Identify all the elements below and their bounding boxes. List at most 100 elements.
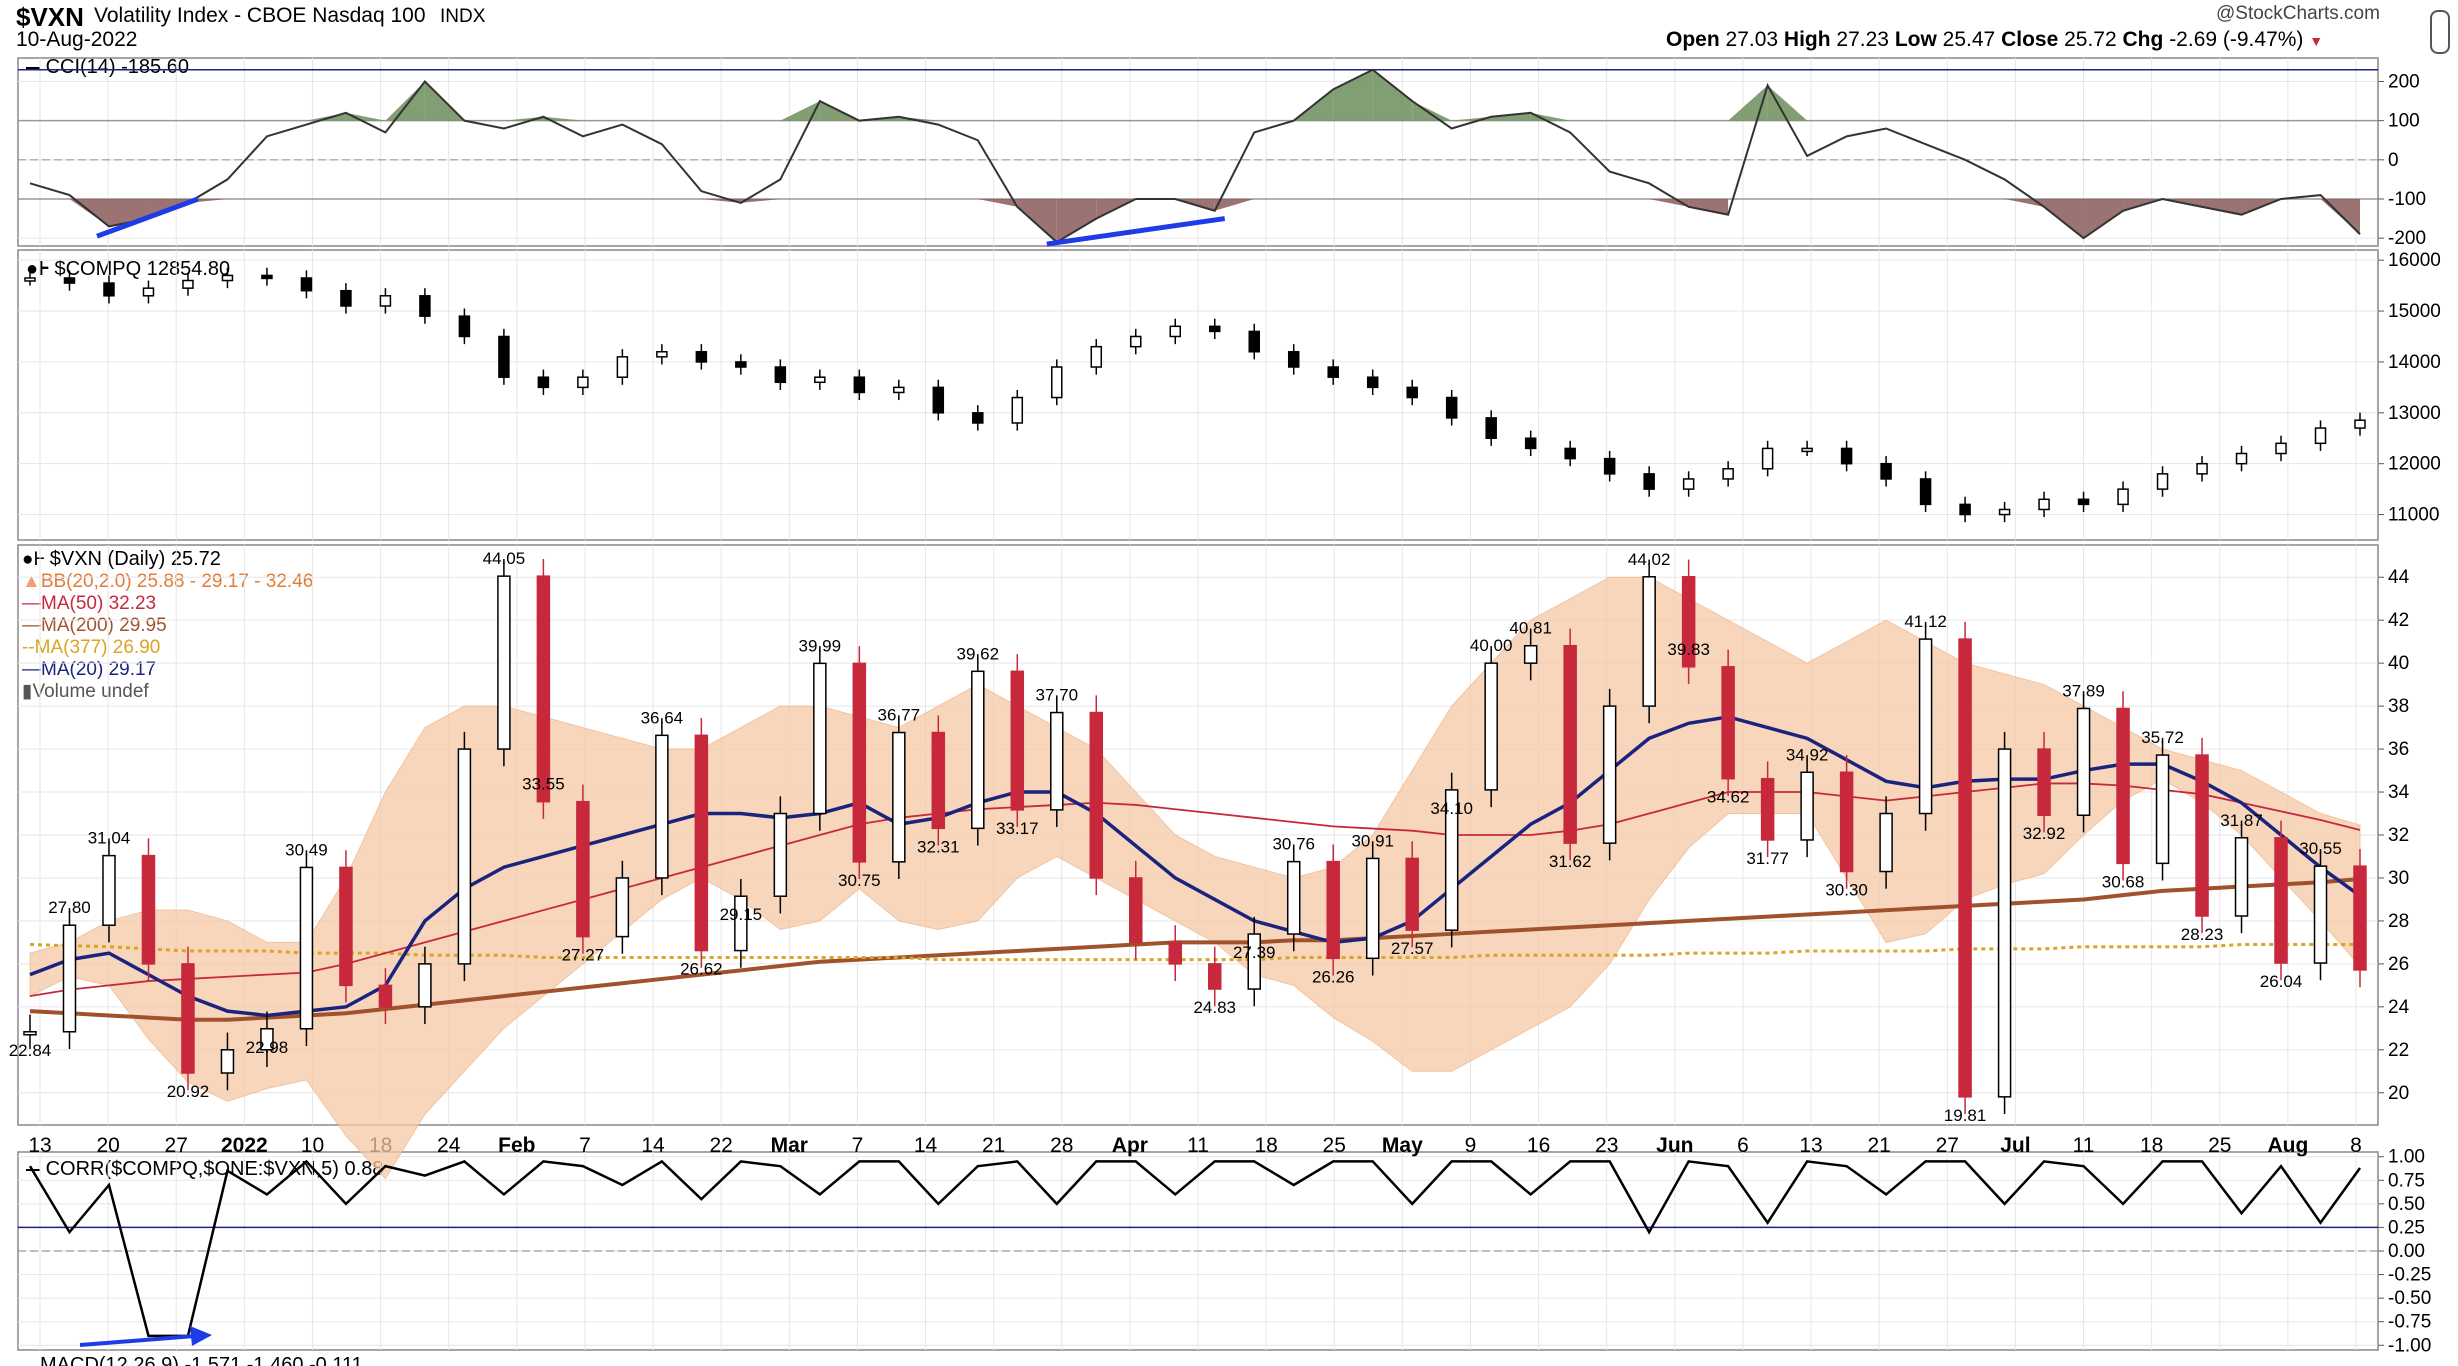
price-annotation: 26.62 (680, 960, 723, 979)
x-axis-day-label: 21 (1867, 1134, 1890, 1157)
symbol-title: $VXN (16, 2, 84, 32)
corr-axis-tick-label: -0.75 (2388, 1312, 2431, 1333)
legend-bb-text: BB(20,2.0) 25.88 - 29.17 - 32.46 (40, 571, 314, 592)
price-annotation: 32.31 (917, 837, 960, 856)
price-annotation: 26.04 (2260, 972, 2303, 991)
price-annotation: 30.68 (2102, 872, 2145, 891)
compq-axis-tick-label: 15000 (2388, 301, 2441, 322)
vxn-candle (971, 670, 985, 830)
vxn-candle (339, 866, 353, 987)
cci-axis-tick-label: -100 (2388, 189, 2426, 210)
cci-overbought-fill (1728, 85, 1768, 121)
compq-candle (379, 295, 392, 307)
vxn-axis-tick-label: 44 (2388, 567, 2410, 588)
macd-legend-text: MACD(12,26,9) -1.571 -1.460 -0.111 (40, 1354, 363, 1366)
compq-candle (2156, 473, 2169, 490)
compq-candle (1682, 478, 1695, 490)
exchange-label: INDX (440, 6, 486, 27)
corr-axis-tick-label: 0.00 (2388, 1241, 2425, 1262)
vxn-candle (2116, 707, 2130, 865)
compq-candle (1603, 457, 1616, 475)
corr-axis-tick-label: -0.25 (2388, 1265, 2431, 1286)
price-annotation: 40.00 (1470, 636, 1513, 655)
compq-candle (1130, 335, 1142, 348)
vxn-candle (2195, 754, 2209, 917)
x-axis-day-label: 9 (1465, 1134, 1477, 1157)
vxn-candle (1800, 771, 1814, 841)
cci-oversold-fill (1056, 199, 1097, 243)
vxn-candle (694, 734, 709, 952)
vxn-axis-tick-label: 30 (2388, 868, 2409, 889)
vxn-candle (1760, 777, 1775, 841)
chg-label: Chg (2122, 28, 2164, 51)
vxn-candle (2234, 837, 2249, 917)
vxn-axis-tick-label: 36 (2388, 739, 2409, 760)
x-axis-day-label: 20 (96, 1134, 119, 1157)
volume-legend-icon: ▮ (22, 681, 33, 702)
vxn-candle (1958, 638, 1972, 1098)
high-label: High (1783, 28, 1831, 51)
vxn-candle (1484, 662, 1498, 791)
cci-oversold-fill (1214, 199, 1255, 211)
x-axis-day-label: 21 (982, 1134, 1005, 1157)
corr-axis-tick-label: 0.75 (2388, 1170, 2425, 1191)
down-arrow-icon: ▼ (2309, 33, 2324, 49)
price-annotation: 27.39 (1233, 943, 1276, 962)
cci-axis-tick-label: 0 (2388, 150, 2399, 171)
corr-axis-tick-label: 0.50 (2388, 1194, 2425, 1215)
index-name: Volatility Index - CBOE Nasdaq 100 (94, 4, 426, 27)
compq-candle (1090, 345, 1103, 368)
corr-arrow-shaft (79, 1334, 196, 1347)
legend-ma377-text: MA(377) 26.90 (34, 637, 161, 658)
price-annotation: 27.57 (1391, 939, 1434, 958)
compq-candle (1208, 325, 1221, 333)
price-annotation: 31.04 (88, 829, 131, 848)
cci-legend-text: CCI(14) -185.60 (45, 56, 189, 78)
corr-axis-tick-label: 0.25 (2388, 1217, 2425, 1238)
x-axis-day-label: 6 (1737, 1134, 1749, 1157)
ma377-legend-icon: -- (22, 637, 35, 658)
open-label: Open (1666, 28, 1720, 51)
price-annotation: 31.87 (2220, 811, 2263, 830)
price-annotation: 27.80 (48, 898, 91, 917)
vxn-candle (1247, 933, 1261, 990)
vxn-candle (457, 748, 472, 965)
price-annotation: 28.23 (2181, 925, 2224, 944)
corr-axis-tick-label: -0.50 (2388, 1288, 2431, 1309)
chart-date: 10-Aug-2022 (16, 28, 138, 51)
x-axis-month-label: Jun (1656, 1134, 1693, 1157)
legend-ma20: —MA(20) 29.17 (22, 659, 313, 681)
price-annotation: 31.77 (1746, 849, 1789, 868)
chart-settings-icon[interactable] (2430, 10, 2450, 54)
x-axis-day-label: 8 (2350, 1134, 2362, 1157)
vxn-candle (418, 963, 432, 1008)
compq-candle (103, 282, 115, 297)
compq-candle (814, 376, 826, 384)
compq-candle (1722, 468, 1734, 480)
corr-axis-tick-label: -1.00 (2388, 1335, 2431, 1356)
x-axis-day-label: 25 (1323, 1134, 1346, 1157)
vxn-candle (2155, 754, 2170, 865)
x-axis-month-label: May (1382, 1134, 1423, 1157)
vxn-axis-tick-label: 34 (2388, 782, 2410, 803)
price-annotation: 30.30 (1825, 881, 1868, 900)
vxn-candle (1997, 748, 2012, 1098)
vxn-candle (852, 662, 867, 863)
cci-line (29, 68, 2361, 244)
vxn-candle (2076, 707, 2091, 816)
vxn-candle (2037, 748, 2051, 816)
compq-candle (1919, 478, 1932, 506)
price-annotation: 33.55 (522, 775, 565, 794)
compq-candle (182, 279, 194, 289)
vxn-candle (1839, 771, 1854, 873)
compq-candle (537, 376, 550, 389)
x-axis-day-label: 28 (1050, 1134, 1073, 1157)
vxn-axis-tick-label: 26 (2388, 954, 2409, 975)
compq-candle (1840, 447, 1853, 465)
cci-legend-icon (26, 66, 40, 69)
legend-volume-text: Volume undef (32, 681, 149, 702)
corr-legend-text: CORR($COMPQ,$ONE:$VXN,5) 0.88 (45, 1158, 384, 1180)
x-axis-day-label: 10 (301, 1134, 324, 1157)
vxn-candle (734, 895, 748, 952)
compq-candle (142, 287, 155, 297)
